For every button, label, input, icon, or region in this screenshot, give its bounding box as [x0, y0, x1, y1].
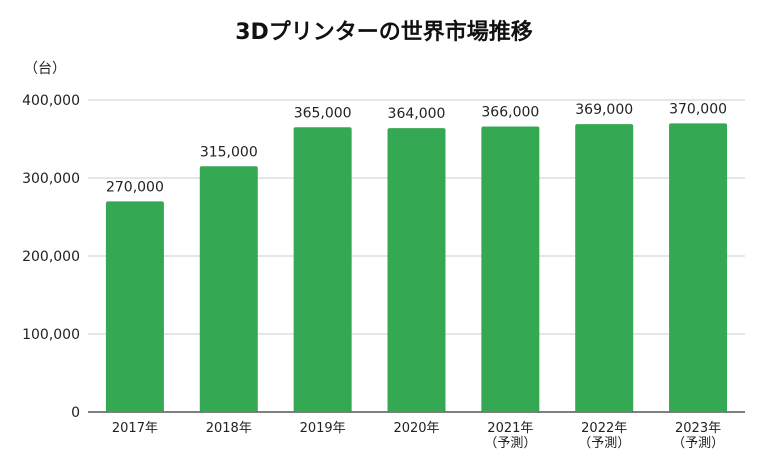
x-axis-ticks: 2017年 2018年 2019年 2020年 2021年（予測）2022年（予測）20… [112, 421, 724, 451]
x-tick-label: 2021年 [487, 421, 533, 436]
bar [387, 128, 446, 412]
y-tick-label: 400,000 [22, 93, 80, 109]
y-tick-label: 300,000 [22, 171, 80, 187]
y-axis-unit-label: （台） [24, 61, 66, 77]
x-tick-label: （予測） [578, 436, 630, 451]
data-label: 315,000 [200, 144, 258, 160]
x-tick-label: 2022年 [581, 421, 627, 436]
x-tick-label: （予測） [484, 436, 536, 451]
bar [575, 124, 634, 413]
x-tick-label: 2017年 [112, 421, 158, 436]
data-label: 370,000 [669, 101, 727, 117]
bar [199, 166, 258, 412]
bar [481, 126, 540, 413]
x-tick-label: 2020年 [393, 421, 439, 436]
data-label: 365,000 [294, 105, 352, 121]
data-label: 270,000 [106, 179, 164, 195]
bars [105, 123, 728, 413]
x-tick-label: （予測） [672, 436, 724, 451]
bar [293, 127, 352, 413]
x-tick-label: 2023年 [675, 421, 721, 436]
data-label: 366,000 [481, 105, 539, 121]
value-labels: 270,000 315,000 365,000 364,000 366,000 369,0… [106, 101, 727, 195]
data-label: 364,000 [388, 106, 446, 122]
y-tick-label: 100,000 [22, 327, 80, 343]
y-tick-label: 200,000 [22, 249, 80, 265]
bar [105, 201, 164, 412]
x-tick-label: 2018年 [206, 421, 252, 436]
bar [669, 123, 728, 413]
chart-title: 3Dプリンターの世界市場推移 [235, 20, 533, 45]
y-tick-label: 0 [71, 405, 80, 421]
data-label: 369,000 [575, 102, 633, 118]
y-axis-ticks: 0 100,000 200,000 300,000 400,000 [22, 93, 80, 421]
x-tick-label: 2019年 [300, 421, 346, 436]
